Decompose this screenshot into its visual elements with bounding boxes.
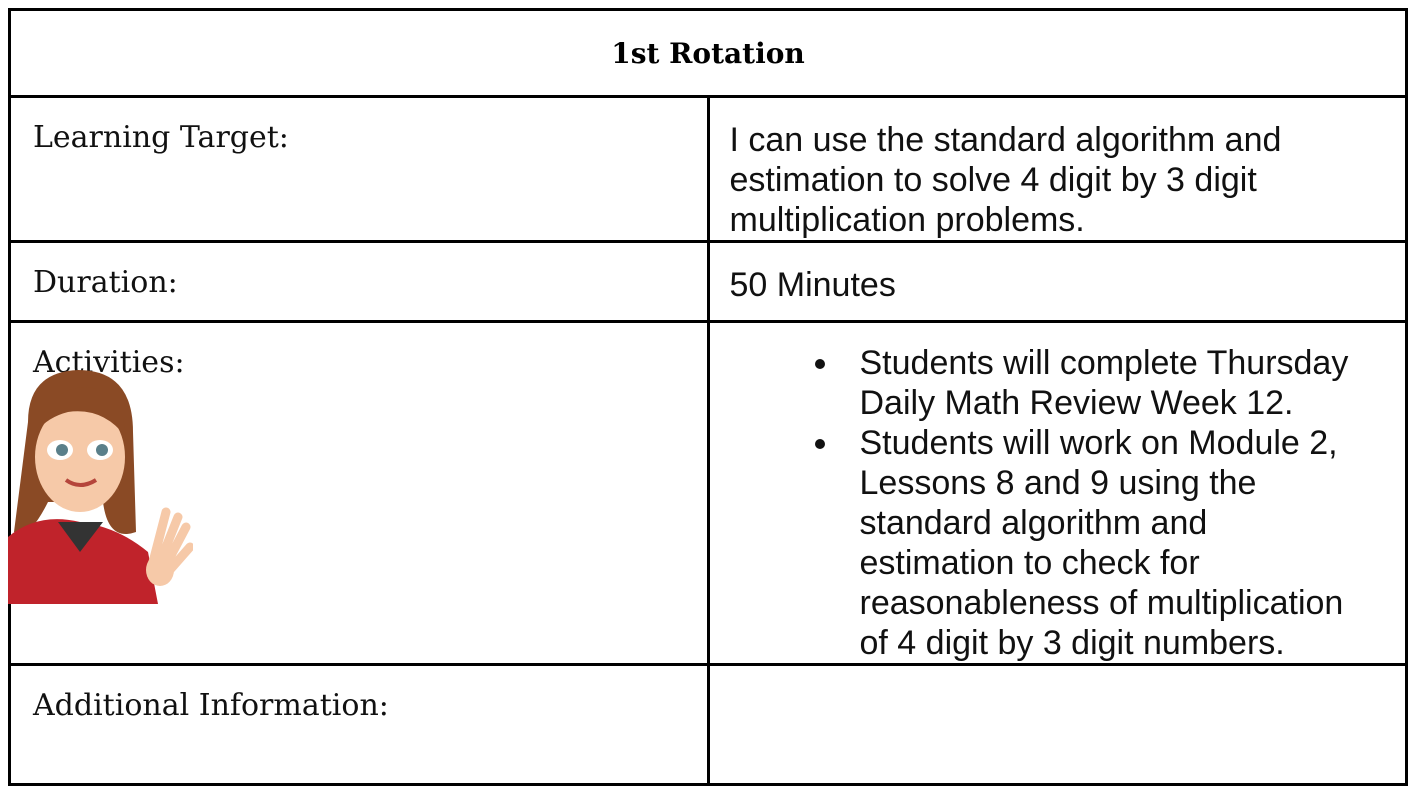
- row-label: Duration:: [8, 240, 710, 323]
- row-label: Additional Information:: [8, 663, 710, 786]
- avatar: [8, 370, 193, 604]
- rotation-table: 1st Rotation Learning Target: I can use …: [8, 8, 1408, 786]
- row-content: [706, 663, 1408, 786]
- table-title: 1st Rotation: [8, 8, 1408, 98]
- row-label: Learning Target:: [8, 95, 710, 243]
- row-content: Students will complete Thursday Daily Ma…: [706, 320, 1408, 666]
- activity-item: Students will work on Module 2, Lessons …: [842, 423, 1366, 663]
- activity-list: Students will complete Thursday Daily Ma…: [730, 343, 1366, 663]
- row-content: I can use the standard algorithm and est…: [706, 95, 1408, 243]
- page: 1st Rotation Learning Target: I can use …: [0, 0, 1416, 684]
- row-content: 50 Minutes: [706, 240, 1408, 323]
- activity-item: Students will complete Thursday Daily Ma…: [842, 343, 1366, 423]
